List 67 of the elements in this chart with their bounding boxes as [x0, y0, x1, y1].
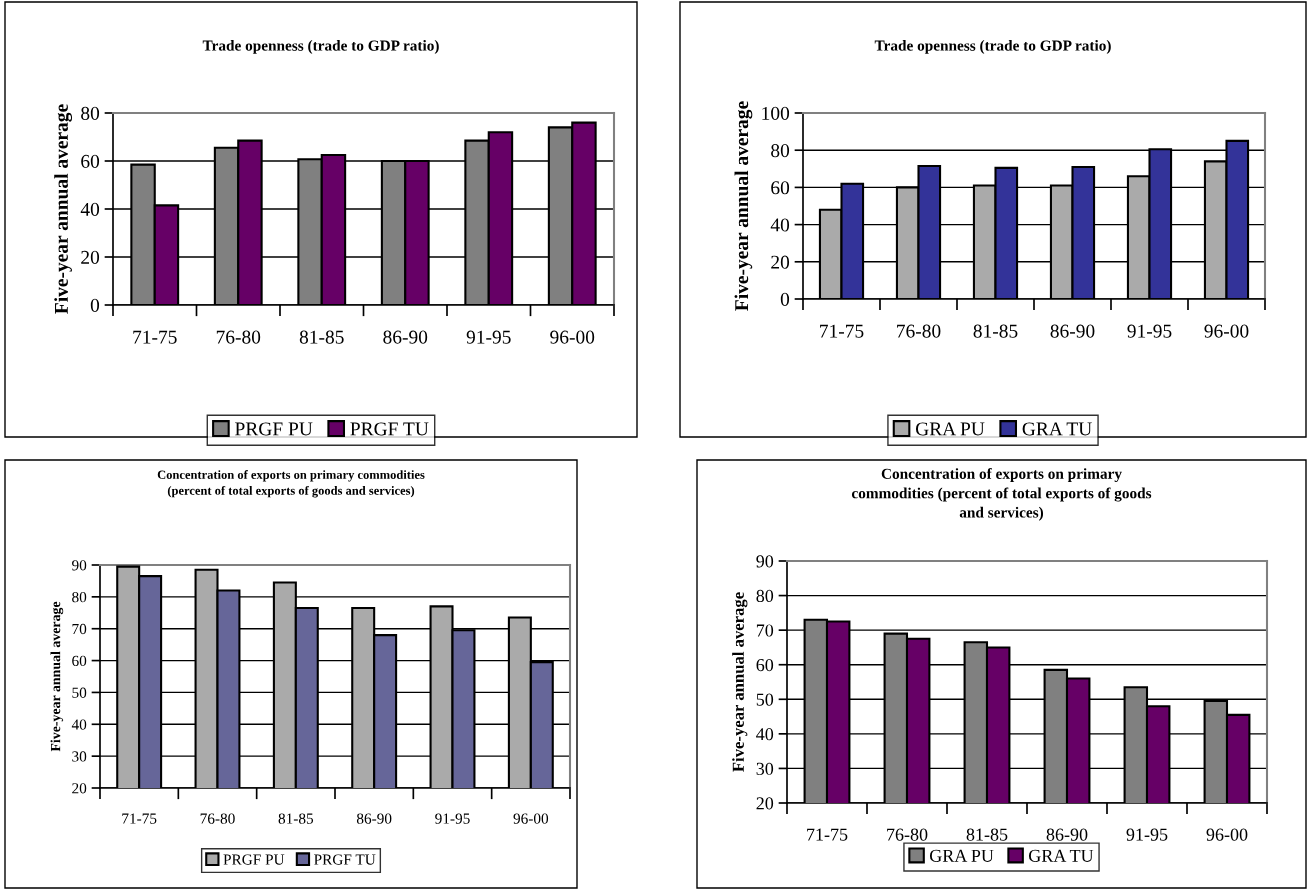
y-tick-label: 20 [72, 783, 87, 794]
y-tick-label: 100 [762, 106, 790, 120]
x-tick-label: 86-90 [1050, 324, 1095, 338]
x-tick-label: 96-00 [513, 813, 549, 824]
y-tick-label: 50 [72, 687, 87, 698]
y-tick-label: 90 [72, 560, 87, 571]
y-tick-label: 20 [81, 250, 100, 264]
x-tick-label: 96-00 [1206, 828, 1248, 841]
x-tick-label: 91-95 [466, 330, 511, 344]
y-tick-label: 90 [756, 555, 774, 568]
y-tick-label: 30 [756, 762, 774, 775]
x-tick-label: 96-00 [1204, 324, 1249, 338]
x-tick-label: 71-75 [807, 828, 848, 841]
y-axis-title: Five-year annual average [734, 101, 753, 311]
chart-title: Trade openness (trade to GDP ratio) [202, 40, 439, 54]
legend-label: GRA TU [1022, 422, 1092, 436]
x-tick-label: 71-75 [820, 324, 864, 338]
x-tick-label: 76-80 [200, 813, 235, 824]
y-tick-label: 50 [756, 693, 774, 706]
x-tick-label: 91-95 [435, 813, 470, 824]
x-tick-label: 81-85 [299, 330, 344, 344]
chart-title: Concentration of exports on primary commodities (percent of total exports of goods and services) [157, 470, 425, 498]
y-tick-label: 80 [756, 589, 774, 603]
x-tick-label: 76-80 [216, 330, 261, 344]
legend-label: PRGF PU [235, 422, 313, 436]
y-tick-label: 60 [756, 658, 774, 672]
legend-label: GRA TU [1028, 849, 1094, 862]
x-tick-label: 76-80 [897, 324, 941, 338]
y-tick-label: 80 [72, 592, 87, 603]
x-tick-label: 81-85 [973, 324, 1018, 338]
x-tick-label: 76-80 [887, 828, 928, 841]
x-tick-label: 91-95 [1127, 324, 1172, 338]
x-tick-label: 71-75 [133, 330, 177, 344]
y-tick-label: 40 [80, 202, 100, 216]
y-axis-title: Five-year annual average [732, 592, 748, 772]
y-tick-label: 40 [756, 728, 774, 741]
y-tick-label: 0 [780, 292, 790, 306]
y-tick-label: 80 [81, 106, 100, 120]
y-tick-label: 70 [756, 624, 774, 637]
chart-title: Trade openness (trade to GDP ratio) [874, 40, 1111, 54]
y-axis-title: Five-year annual average [50, 601, 64, 752]
legend-label: PRGF PU [223, 854, 285, 865]
x-tick-label: 91-95 [1126, 828, 1168, 841]
y-axis-title: Five-year annual average [54, 104, 73, 314]
y-tick-label: 20 [756, 797, 774, 810]
legend-label: PRGF TU [314, 854, 376, 865]
legend-label: GRA PU [929, 849, 994, 862]
x-tick-label: 71-75 [122, 813, 157, 824]
y-tick-label: 0 [90, 298, 100, 312]
y-tick-label: 60 [81, 154, 100, 168]
x-tick-label: 86-90 [383, 330, 428, 344]
y-tick-label: 40 [770, 218, 790, 232]
x-tick-label: 86-90 [356, 813, 392, 824]
y-tick-label: 70 [72, 623, 87, 635]
y-tick-label: 60 [72, 655, 87, 667]
x-tick-label: 81-85 [278, 813, 314, 824]
y-tick-label: 40 [71, 719, 87, 730]
legend-label: GRA PU [915, 422, 985, 436]
x-tick-label: 96-00 [550, 330, 595, 344]
y-tick-label: 30 [72, 751, 87, 762]
x-tick-label: 86-90 [1046, 828, 1088, 841]
chart-title: Concentration of exports on primary commodities (percent of total exports of goods and services) [851, 468, 1152, 521]
x-tick-label: 81-85 [966, 828, 1008, 841]
y-tick-label: 20 [771, 255, 790, 269]
y-tick-label: 60 [771, 181, 790, 195]
y-tick-label: 80 [771, 144, 790, 158]
legend-label: PRGF TU [350, 422, 429, 436]
